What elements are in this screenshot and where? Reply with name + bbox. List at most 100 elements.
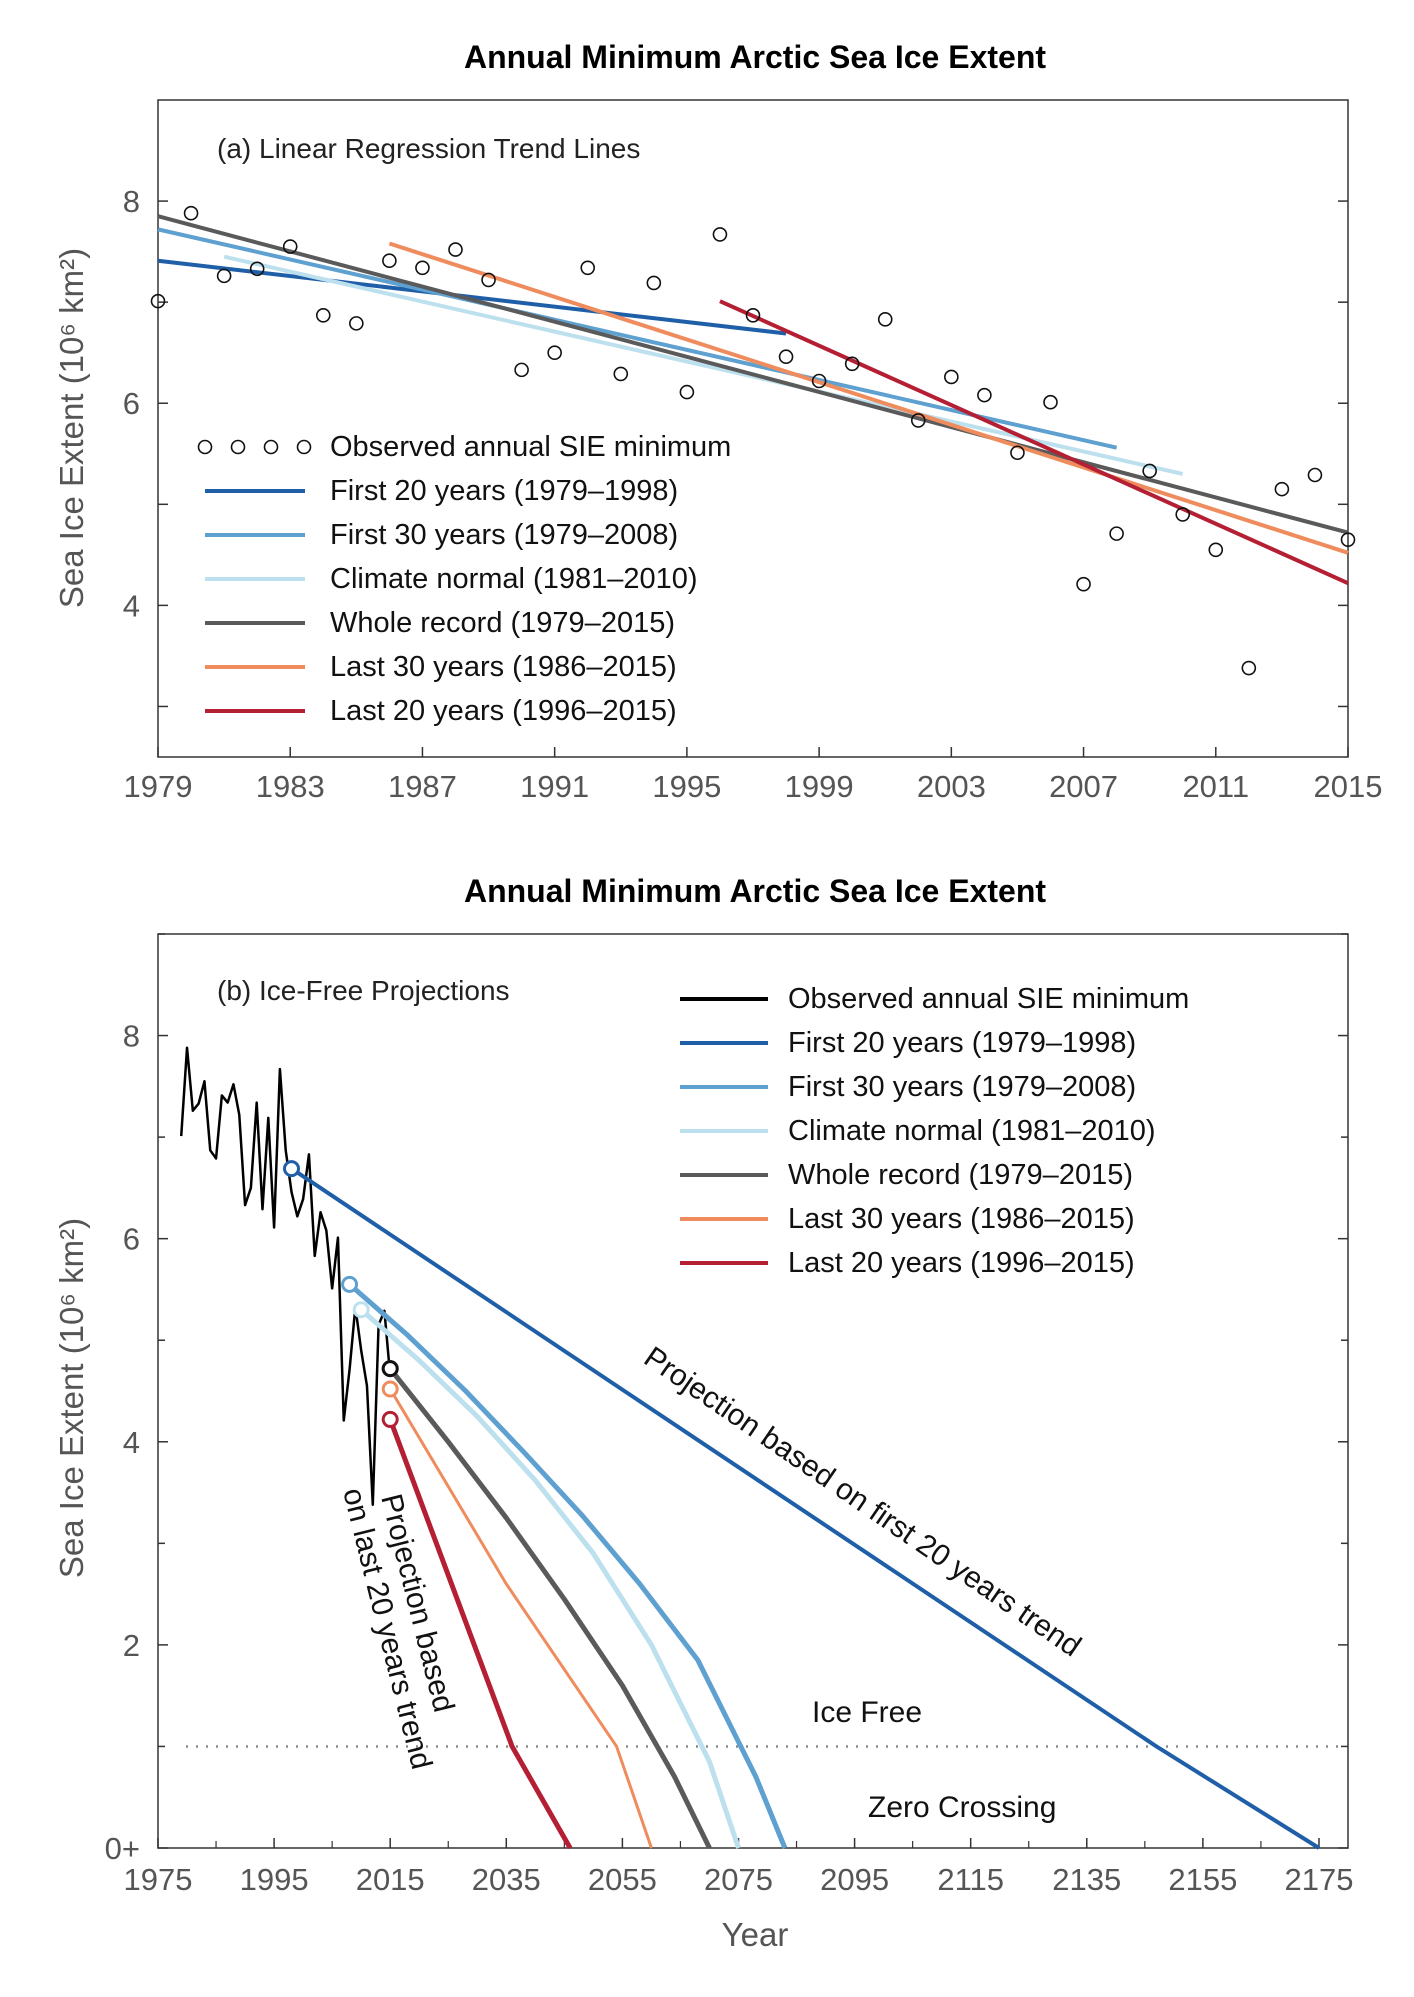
projection-line-climate-normal-1981-2010: [359, 1307, 741, 1849]
observed-point: [1274, 481, 1290, 497]
panel-a-ticks: 1979 1983 1987 1991 1995 1999 2003 2007 2011 2015…: [123, 184, 1383, 804]
observed-point: [1307, 467, 1323, 483]
panel-a-series: [157, 214, 1349, 585]
observed-line: [179, 1046, 392, 1506]
x-tick-label: 2015: [356, 1862, 425, 1897]
y-tick-label: 4: [123, 588, 140, 623]
annotation-zero-crossing: Zero Crossing: [868, 1791, 1056, 1824]
x-tick-label: 1983: [256, 769, 325, 804]
observed-point: [1109, 526, 1124, 541]
x-tick-label: 2075: [704, 1862, 773, 1897]
panel-a-label: (a) Linear Regression Trend Lines: [217, 133, 640, 164]
observed-point: [580, 260, 596, 276]
observed-point: [1208, 542, 1224, 558]
legend-label-first-30-years-1979-2008: First 30 years (1979–2008): [788, 1071, 1136, 1103]
legend-label-last-20-years-1996-2015: Last 20 years (1996–2015): [788, 1247, 1135, 1279]
projection-line-last-20-years-1996-2015: [387, 1418, 573, 1850]
observed-point: [382, 253, 397, 269]
legend-label-whole-record-1979-2015: Whole record (1979–2015): [330, 607, 675, 639]
projection-line-first-30-years-1979-2008: [347, 1282, 788, 1849]
observed-point: [679, 384, 695, 400]
trend-line-first-30-years-1979-2008: [157, 227, 1118, 450]
annotation-ice-free: Ice Free: [812, 1696, 922, 1729]
legend-label-last-20-years-1996-2015: Last 20 years (1996–2015): [330, 695, 677, 727]
observed-point: [481, 272, 496, 288]
panel-a-frame: [157, 99, 1349, 758]
legend-observed-marker: [197, 439, 213, 455]
panel-a-ylabel: Sea Ice Extent (10⁶ km²): [53, 248, 90, 608]
projection-start-last-20-years-1996-2015: [381, 1410, 399, 1428]
x-tick-label: 1995: [240, 1862, 309, 1897]
panel-b-series: [179, 1046, 1321, 1850]
projection-start-first-30-years-1979-2008: [341, 1275, 359, 1293]
panel-a-title: Annual Minimum Arctic Sea Ice Extent: [464, 39, 1046, 75]
trend-line-last-20-years-1996-2015: [719, 299, 1349, 585]
panel-b-legend: Observed annual SIE minimum First 20 year…: [680, 983, 1189, 1279]
x-tick-label: 1987: [388, 769, 457, 804]
observed-point: [712, 227, 728, 242]
observed-point: [944, 369, 959, 385]
observed-point: [1142, 463, 1157, 479]
observed-point: [613, 366, 629, 382]
y-tick-label: 6: [123, 1222, 140, 1257]
observed-point: [745, 307, 761, 323]
x-tick-label: 1979: [124, 769, 193, 804]
x-tick-label: 1975: [124, 1862, 193, 1897]
x-tick-label: 2003: [917, 769, 986, 804]
legend-label-observed: Observed annual SIE minimum: [788, 983, 1189, 1015]
legend-label-first-20-years-1979-1998: First 20 years (1979–1998): [330, 475, 678, 507]
panel-a: Annual Minimum Arctic Sea Ice Extent (a)…: [53, 39, 1382, 804]
observed-point: [1241, 660, 1257, 676]
observed-point: [646, 275, 662, 291]
x-tick-label: 2095: [820, 1862, 889, 1897]
x-tick-label: 1995: [652, 769, 721, 804]
projection-start-climate-normal-1981-2010: [352, 1301, 370, 1319]
x-tick-label: 2135: [1052, 1862, 1121, 1897]
projection-start-observed-2015: [381, 1360, 399, 1378]
observed-point: [1076, 576, 1091, 592]
y-tick-label: 4: [123, 1425, 140, 1460]
observed-point: [216, 268, 232, 284]
observed-point: [877, 312, 893, 327]
legend-label-last-30-years-1986-2015: Last 30 years (1986–2015): [330, 651, 677, 683]
observed-point: [1010, 445, 1025, 461]
observed-point: [249, 261, 265, 277]
x-tick-label: 1999: [785, 769, 854, 804]
trend-line-whole-record-1979-2015: [157, 214, 1349, 535]
legend-label-climate-normal-1981-2010: Climate normal (1981–2010): [330, 563, 698, 595]
projection-start-last-30-years-1986-2015: [381, 1380, 399, 1398]
observed-point: [183, 205, 199, 221]
y-tick-label: 0+: [105, 1831, 140, 1866]
legend-observed-marker: [263, 439, 279, 455]
x-tick-label: 2035: [472, 1862, 541, 1897]
annotation-first20: Projection based on first 20 years trend: [638, 1341, 1087, 1664]
observed-point: [811, 373, 827, 389]
y-tick-label: 2: [123, 1628, 140, 1663]
observed-point: [315, 307, 331, 323]
projection-line-whole-record-1979-2015: [388, 1367, 712, 1850]
observed-point: [349, 316, 364, 331]
observed-point: [1340, 532, 1356, 547]
legend-observed-marker: [230, 439, 246, 455]
legend-label-first-30-years-1979-2008: First 30 years (1979–2008): [330, 519, 678, 551]
projection-start-first-20-years-1979-1998: [283, 1160, 301, 1178]
panel-b-title: Annual Minimum Arctic Sea Ice Extent: [464, 873, 1046, 909]
x-tick-label: 2115: [937, 1862, 1004, 1897]
projection-line-last-30-years-1986-2015: [388, 1388, 653, 1849]
x-tick-label: 2007: [1049, 769, 1118, 804]
observed-point: [844, 356, 860, 372]
legend-label-last-30-years-1986-2015: Last 30 years (1986–2015): [788, 1203, 1135, 1235]
panel-a-legend: Observed annual SIE minimum First 20 year…: [197, 431, 731, 727]
observed-point: [150, 293, 166, 309]
x-tick-label: 1991: [520, 769, 589, 804]
observed-point: [282, 239, 298, 254]
panel-b-xlabel: Year: [722, 1916, 789, 1953]
panel-b-frame: [157, 933, 1349, 1849]
legend-label-whole-record-1979-2015: Whole record (1979–2015): [788, 1159, 1133, 1191]
projection-line-first-20-years-1979-1998: [290, 1166, 1321, 1850]
observed-point: [547, 345, 562, 360]
legend-label-climate-normal-1981-2010: Climate normal (1981–2010): [788, 1115, 1156, 1147]
x-tick-label: 2011: [1182, 769, 1249, 804]
panel-b: Annual Minimum Arctic Sea Ice Extent (b)…: [53, 873, 1353, 1953]
panel-b-ylabel: Sea Ice Extent (10⁶ km²): [53, 1218, 90, 1578]
